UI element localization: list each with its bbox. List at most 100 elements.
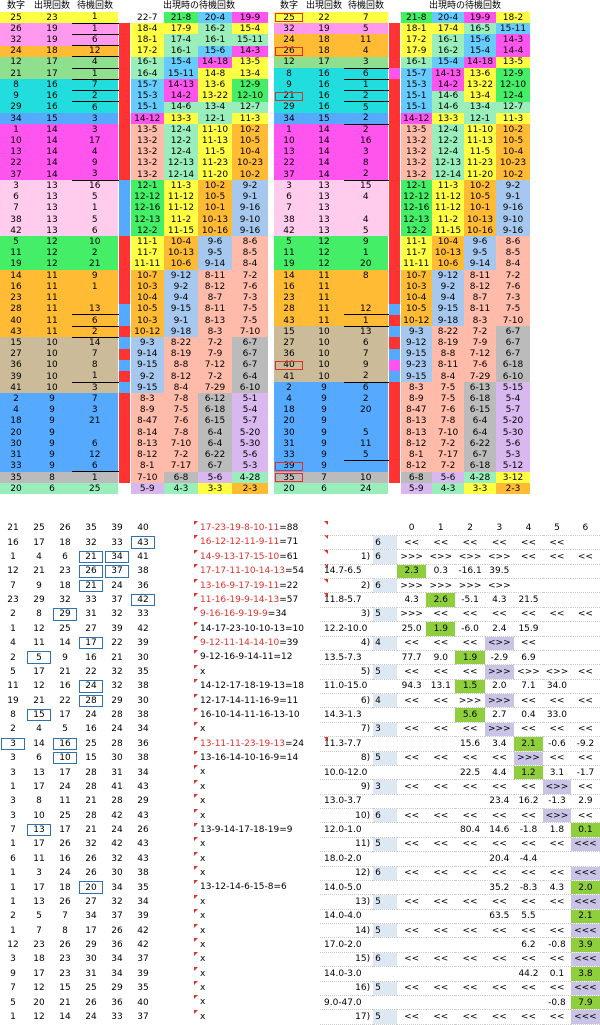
wait-sequence: 16-12-12-11-9-11=71: [194, 535, 330, 549]
history-cell: 5-6: [198, 471, 232, 484]
history-cell: 6-4: [198, 427, 232, 439]
analysis-cell: 63.5: [484, 909, 514, 925]
draw-number: 34: [137, 767, 149, 778]
appear-count-cell: 16: [304, 79, 344, 91]
analysis-cell: [397, 736, 427, 752]
note-flag: [194, 736, 198, 741]
history-cell: 12-9: [232, 79, 269, 91]
frequency-tables: 数字 出現回数 待機回数 出現時の待機回数 25 23 1 22-7 21-8 20-4 19-9 2…: [0, 0, 531, 495]
appear-count-cell: 10: [32, 371, 72, 383]
number-cell: 30: [0, 438, 32, 450]
draw-number: 9: [36, 580, 42, 591]
analysis-row: 11) 5 << << << << << << <<<: [320, 837, 600, 853]
analysis-cell: <<: [513, 808, 544, 824]
sequence-part: 17-17-11-10-14-13: [200, 566, 285, 577]
analysis-row: 12) 6 << << << << << << <<<: [320, 866, 600, 881]
analysis-cell: >>>: [484, 693, 514, 709]
wait-count-cell: 2: [72, 247, 118, 259]
appear-count-cell: 10: [32, 348, 72, 360]
note-flag: [194, 765, 198, 770]
history-cell: 6-7: [232, 337, 269, 349]
draw-number: 7: [10, 983, 16, 994]
draw-number: 11: [7, 681, 19, 692]
wait-sequence: x: [194, 779, 330, 794]
number-cell: 19: [274, 258, 304, 271]
wait-count-cell: 2: [344, 169, 388, 181]
analysis-cell: <<: [426, 952, 456, 968]
row-count: 5: [373, 981, 398, 996]
draw-row: 6 11 16 26 32 43: [0, 852, 156, 866]
analysis-cell: <<: [397, 779, 427, 795]
history-cell: 9-12: [432, 270, 464, 282]
analysis-cell: -8.3: [513, 880, 544, 896]
analysis-cell: 39.5: [484, 564, 514, 580]
appear-count-cell: 11: [304, 292, 344, 304]
analysis-header-cell: [320, 521, 398, 536]
number-cell: 32: [0, 34, 32, 46]
analysis-cell: <<: [484, 952, 514, 968]
draw-row: 4 11 14 17 22 39: [0, 636, 156, 650]
analysis-cell: <<: [513, 535, 544, 551]
wait-count-cell: 2: [344, 90, 388, 103]
history-cell: 8-3: [130, 393, 164, 405]
header-cell: 出現時の待機回数: [130, 0, 269, 12]
status-marker: [117, 34, 131, 46]
wait-sequence: 9-12-16-9-14-11=12: [194, 650, 330, 664]
draw-number: 36: [137, 738, 149, 749]
history-cell: 11-23: [464, 157, 496, 170]
sequence-part: =57: [279, 594, 299, 605]
status-marker: [387, 56, 401, 69]
history-cell: 19-9: [464, 12, 496, 24]
analysis-cell: <<: [484, 866, 514, 881]
analysis-cell: <<: [484, 779, 514, 795]
draw-number: 26: [59, 940, 71, 951]
wait-count-cell: 12: [344, 303, 388, 316]
number-cell: 7: [0, 202, 32, 214]
range-label: 17.0-2.0: [320, 937, 398, 953]
draw-number: 2: [10, 652, 16, 663]
wait-sequence: 14-12-17-18-19-13=18: [194, 679, 330, 693]
status-marker: [117, 471, 131, 484]
history-cell: 9-6: [198, 236, 232, 248]
draw-number: 8: [36, 609, 42, 620]
history-cell: 7-29: [464, 371, 496, 383]
draw-number: 32: [59, 595, 71, 606]
history-cell: 9-23: [400, 359, 432, 371]
sequence-part: 13-11-11-23-19-13: [200, 738, 285, 749]
draw-number: 38: [137, 753, 149, 764]
history-cell: 12-1: [130, 180, 164, 192]
analysis-cell: <<: [455, 894, 485, 910]
status-marker: [117, 112, 131, 125]
draw-number: 3: [10, 753, 16, 764]
row-label: 2): [320, 578, 374, 594]
header-cell: 待機回数: [344, 0, 388, 12]
row-count: 6: [373, 578, 398, 594]
history-cell: 14-13: [432, 68, 464, 80]
draw-number: 41: [111, 781, 123, 792]
number-cell: 21: [0, 68, 32, 80]
draw-number: 17: [33, 666, 45, 677]
draw-number: 6: [62, 551, 68, 562]
number-cell: 20: [274, 415, 304, 428]
history-cell: 7-8: [432, 415, 464, 428]
number-row: 28 11 12 10-5 9-15 8-11 7-5: [274, 303, 531, 316]
range-label: 14.3-1.3: [320, 707, 398, 723]
history-cell: 3-3: [464, 483, 496, 495]
wait-count-cell: 11: [344, 438, 388, 450]
wait-count-cell: 1: [72, 471, 118, 484]
row-label: 13): [320, 894, 374, 910]
status-marker: [387, 393, 401, 405]
number-row: 41 10 2 9-15 8-4 7-29 6-10: [274, 371, 531, 383]
number-row: 19 12 21 11-11 10-6 9-14 8-4: [0, 258, 269, 271]
draw-number: 3: [10, 767, 16, 778]
history-cell: 13-4: [232, 68, 269, 80]
history-cell: 13-2: [400, 157, 432, 170]
analysis-cell: <<: [484, 535, 514, 551]
analysis-cell: [570, 679, 600, 695]
appear-count-cell: 16: [304, 68, 344, 80]
appear-count-cell: 12: [304, 247, 344, 259]
number-row: 35 7 10 6-8 5-6 4-28 3-12: [274, 471, 531, 484]
appear-count-cell: 11: [32, 281, 72, 293]
wait-sequence: x: [194, 966, 330, 981]
history-cell: 11-11: [130, 258, 164, 271]
